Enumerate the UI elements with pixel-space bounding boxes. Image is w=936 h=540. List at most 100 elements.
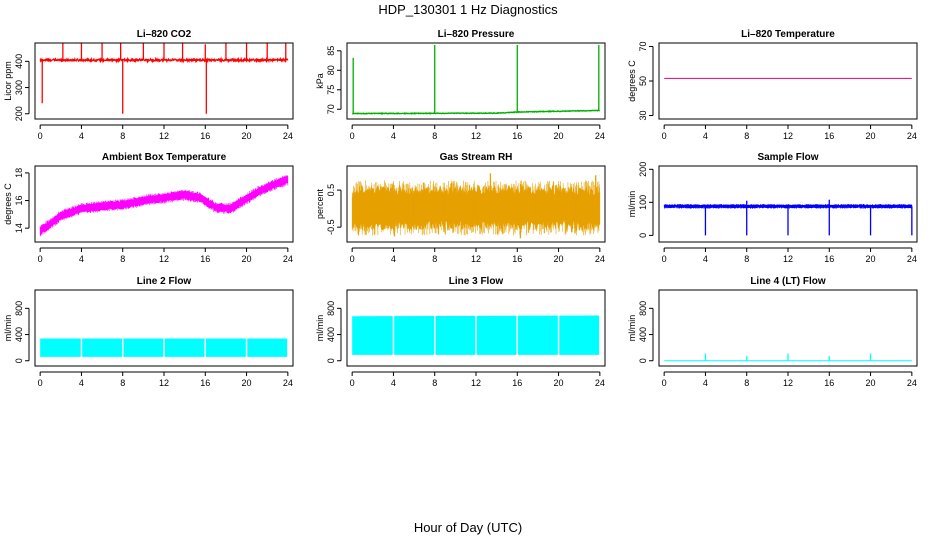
data-block xyxy=(435,315,476,355)
x-tick-label: 4 xyxy=(703,378,708,388)
panel-title: Line 2 Flow xyxy=(137,276,192,287)
plot-frame xyxy=(346,42,606,120)
y-tick-label: 200 xyxy=(14,106,24,121)
y-tick-label: 70 xyxy=(638,41,648,51)
y-axis-label: ml/min xyxy=(627,315,637,342)
x-tick-label: 24 xyxy=(907,378,917,388)
y-tick-label: 14 xyxy=(14,223,24,233)
panel-title: Gas Stream RH xyxy=(440,152,513,163)
x-tick-label: 24 xyxy=(283,378,293,388)
plot-frame xyxy=(658,289,918,367)
y-tick-label: 100 xyxy=(638,195,648,210)
x-tick-label: 4 xyxy=(391,378,396,388)
y-axis-label: Licor ppm xyxy=(3,61,13,101)
x-tick-label: 20 xyxy=(554,378,564,388)
y-tick-label: 80 xyxy=(326,65,336,75)
x-tick-label: 8 xyxy=(120,378,125,388)
x-tick-label: 0 xyxy=(662,131,667,141)
y-tick-label: 75 xyxy=(326,85,336,95)
x-tick-label: 4 xyxy=(391,254,396,264)
panel-title: Line 3 Flow xyxy=(449,276,504,287)
x-tick-label: 12 xyxy=(471,254,481,264)
y-tick-label: 800 xyxy=(326,301,336,316)
series-1 xyxy=(352,44,600,115)
x-tick-label: 24 xyxy=(283,254,293,264)
y-tick-label: 400 xyxy=(326,327,336,342)
x-tick-label: 20 xyxy=(242,131,252,141)
series-5 xyxy=(663,199,913,236)
plot-frame xyxy=(346,165,606,243)
x-tick-label: 4 xyxy=(703,254,708,264)
x-tick-label: 8 xyxy=(744,378,749,388)
y-tick-label: 70 xyxy=(326,104,336,114)
x-tick-label: 0 xyxy=(38,378,43,388)
x-tick-label: 20 xyxy=(242,254,252,264)
data-block xyxy=(518,315,558,355)
data-block xyxy=(476,315,517,355)
data-block xyxy=(559,315,600,355)
x-tick-label: 24 xyxy=(283,131,293,141)
x-tick-label: 8 xyxy=(432,131,437,141)
x-tick-label: 8 xyxy=(120,131,125,141)
x-tick-label: 0 xyxy=(662,254,667,264)
series-6 xyxy=(40,338,288,357)
series-0 xyxy=(39,43,289,114)
x-tick-label: 12 xyxy=(783,254,793,264)
x-tick-label: 8 xyxy=(744,131,749,141)
x-tick-label: 8 xyxy=(432,254,437,264)
x-tick-label: 12 xyxy=(159,131,169,141)
plot-frame xyxy=(346,289,606,367)
y-axis-label: degrees C xyxy=(627,60,637,102)
data-block xyxy=(40,338,81,357)
panel-0: Li–820 CO2 Licor ppm 0 4 8 12 16 20 24 200 300 400 xyxy=(3,29,294,141)
y-axis-label: ml/min xyxy=(315,315,325,342)
series-8 xyxy=(664,353,912,362)
panel-3: Ambient Box Temperature degrees C 0 4 8 12 16 2… xyxy=(3,152,294,264)
panel-title: Li–820 CO2 xyxy=(137,29,192,40)
panel-2: Li–820 Temperature degrees C 0 4 8 12 16 20 24 30… xyxy=(627,29,918,141)
x-tick-label: 8 xyxy=(744,254,749,264)
y-tick-label: 400 xyxy=(14,327,24,342)
y-tick-label: 200 xyxy=(638,162,648,177)
plot-frame xyxy=(658,42,918,120)
x-tick-label: 0 xyxy=(350,378,355,388)
data-block xyxy=(247,338,288,357)
x-tick-label: 24 xyxy=(595,131,605,141)
x-tick-label: 4 xyxy=(79,254,84,264)
plot-frame xyxy=(34,42,294,120)
y-tick-label: 50 xyxy=(638,76,648,86)
y-axis-label: ml/min xyxy=(627,191,637,218)
figure-title: HDP_130301 1 Hz Diagnostics xyxy=(378,2,558,17)
y-tick-label: 0 xyxy=(14,358,24,363)
panel-6: Line 2 Flow ml/min 0 4 8 12 16 20 24 0 400 800 xyxy=(3,276,294,388)
data-block xyxy=(352,316,393,355)
y-tick-label: 800 xyxy=(638,301,648,316)
panel-7: Line 3 Flow ml/min 0 4 8 12 16 20 24 0 400 800 xyxy=(315,276,606,388)
x-tick-label: 16 xyxy=(200,254,210,264)
y-tick-label: -0.5 xyxy=(326,219,336,235)
panel-4: Gas Stream RH percent 0 4 8 12 16 20 24 -0.5 0.5 xyxy=(315,152,606,264)
x-tick-label: 24 xyxy=(907,254,917,264)
x-tick-label: 8 xyxy=(120,254,125,264)
y-tick-label: 18 xyxy=(14,168,24,178)
data-block xyxy=(206,338,246,357)
data-block xyxy=(123,338,164,357)
x-tick-label: 8 xyxy=(432,378,437,388)
plot-frame xyxy=(34,165,294,243)
x-tick-label: 4 xyxy=(79,131,84,141)
y-axis-label: percent xyxy=(315,188,325,219)
x-tick-label: 20 xyxy=(866,254,876,264)
x-tick-label: 12 xyxy=(159,254,169,264)
x-tick-label: 16 xyxy=(824,378,834,388)
plot-frame xyxy=(34,289,294,367)
x-tick-label: 24 xyxy=(595,378,605,388)
x-tick-label: 16 xyxy=(512,254,522,264)
panel-title: Line 4 (LT) Flow xyxy=(750,276,826,287)
panel-title: Ambient Box Temperature xyxy=(102,152,227,163)
x-tick-label: 0 xyxy=(350,254,355,264)
x-tick-label: 20 xyxy=(866,378,876,388)
y-tick-label: 300 xyxy=(14,80,24,95)
y-tick-label: 16 xyxy=(14,196,24,206)
